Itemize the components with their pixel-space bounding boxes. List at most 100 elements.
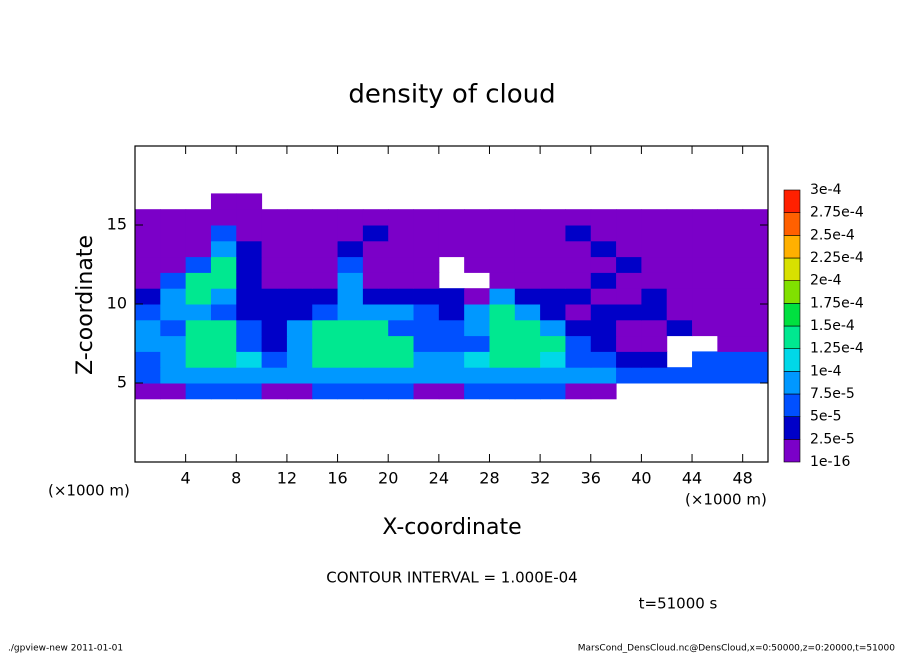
cell bbox=[362, 288, 389, 305]
cell bbox=[210, 304, 237, 321]
cell bbox=[616, 335, 642, 352]
cell bbox=[742, 335, 769, 352]
x-tick-label: 8 bbox=[231, 469, 241, 488]
cell bbox=[261, 225, 288, 242]
cell bbox=[489, 256, 516, 273]
cell bbox=[135, 383, 161, 400]
cell bbox=[565, 319, 592, 337]
cell bbox=[514, 209, 541, 226]
cell bbox=[590, 225, 617, 242]
cell bbox=[185, 335, 212, 352]
cell bbox=[362, 367, 389, 384]
cell bbox=[692, 304, 718, 321]
cell bbox=[590, 240, 617, 258]
cell bbox=[514, 351, 541, 368]
cell bbox=[514, 225, 541, 242]
cell bbox=[464, 288, 490, 305]
cell bbox=[261, 383, 288, 400]
cell bbox=[565, 335, 592, 352]
cell bbox=[641, 272, 668, 289]
cell bbox=[210, 367, 237, 384]
x-tick-label: 36 bbox=[581, 469, 601, 488]
cell bbox=[312, 319, 339, 337]
cell bbox=[641, 335, 668, 352]
cell bbox=[540, 351, 566, 368]
cell bbox=[742, 304, 769, 321]
cell bbox=[514, 367, 541, 384]
cell bbox=[489, 272, 516, 289]
cell bbox=[185, 304, 212, 321]
cell bbox=[641, 319, 668, 337]
cell bbox=[210, 193, 237, 210]
cell bbox=[388, 351, 415, 368]
cell bbox=[616, 304, 642, 321]
cell bbox=[160, 319, 187, 337]
cell bbox=[388, 304, 415, 321]
cell bbox=[236, 351, 263, 368]
cell bbox=[565, 256, 592, 273]
cell bbox=[540, 209, 566, 226]
cell bbox=[160, 351, 187, 368]
cell bbox=[666, 209, 693, 226]
cell bbox=[717, 319, 744, 337]
cell bbox=[413, 351, 440, 368]
cell bbox=[438, 240, 465, 258]
cell bbox=[337, 272, 364, 289]
cell bbox=[590, 335, 617, 352]
cell bbox=[210, 351, 237, 368]
cell bbox=[337, 367, 364, 384]
cell bbox=[261, 335, 288, 352]
cell bbox=[666, 225, 693, 242]
cell bbox=[616, 272, 642, 289]
cell bbox=[286, 288, 313, 305]
cell bbox=[438, 351, 465, 368]
cell bbox=[692, 288, 718, 305]
cell bbox=[362, 304, 389, 321]
colorbar-box bbox=[783, 303, 801, 327]
cell bbox=[236, 240, 263, 258]
cell bbox=[261, 209, 288, 226]
cell bbox=[185, 272, 212, 289]
cell bbox=[312, 367, 339, 384]
cell bbox=[185, 225, 212, 242]
cell bbox=[489, 319, 516, 337]
cell bbox=[135, 304, 161, 321]
cell bbox=[236, 225, 263, 242]
cell bbox=[742, 272, 769, 289]
cell bbox=[590, 319, 617, 337]
cell bbox=[565, 225, 592, 242]
cell bbox=[590, 256, 617, 273]
cell bbox=[464, 319, 490, 337]
colorbar-label: 2.25e-4 bbox=[810, 250, 864, 266]
cell bbox=[185, 209, 212, 226]
cell bbox=[514, 240, 541, 258]
cell bbox=[616, 351, 642, 368]
cell bbox=[742, 225, 769, 242]
colorbar-label: 7.5e-5 bbox=[810, 386, 855, 402]
cell bbox=[388, 240, 415, 258]
cell bbox=[286, 225, 313, 242]
cell bbox=[312, 256, 339, 273]
cell bbox=[286, 383, 313, 400]
cell bbox=[641, 367, 668, 384]
cell bbox=[464, 335, 490, 352]
cell bbox=[337, 240, 364, 258]
y-unit: (×1000 m) bbox=[48, 482, 130, 500]
cell bbox=[489, 240, 516, 258]
cell bbox=[590, 383, 617, 400]
cell bbox=[717, 304, 744, 321]
x-tick-label: 24 bbox=[429, 469, 449, 488]
cell bbox=[489, 383, 516, 400]
cell bbox=[489, 225, 516, 242]
cell bbox=[514, 272, 541, 289]
cell bbox=[261, 319, 288, 337]
cell bbox=[185, 240, 212, 258]
cell bbox=[565, 272, 592, 289]
colorbar-box bbox=[783, 325, 801, 349]
cell bbox=[540, 256, 566, 273]
cell bbox=[185, 351, 212, 368]
cell bbox=[742, 240, 769, 258]
cell bbox=[312, 351, 339, 368]
x-tick-label: 16 bbox=[327, 469, 347, 488]
cell bbox=[236, 209, 263, 226]
